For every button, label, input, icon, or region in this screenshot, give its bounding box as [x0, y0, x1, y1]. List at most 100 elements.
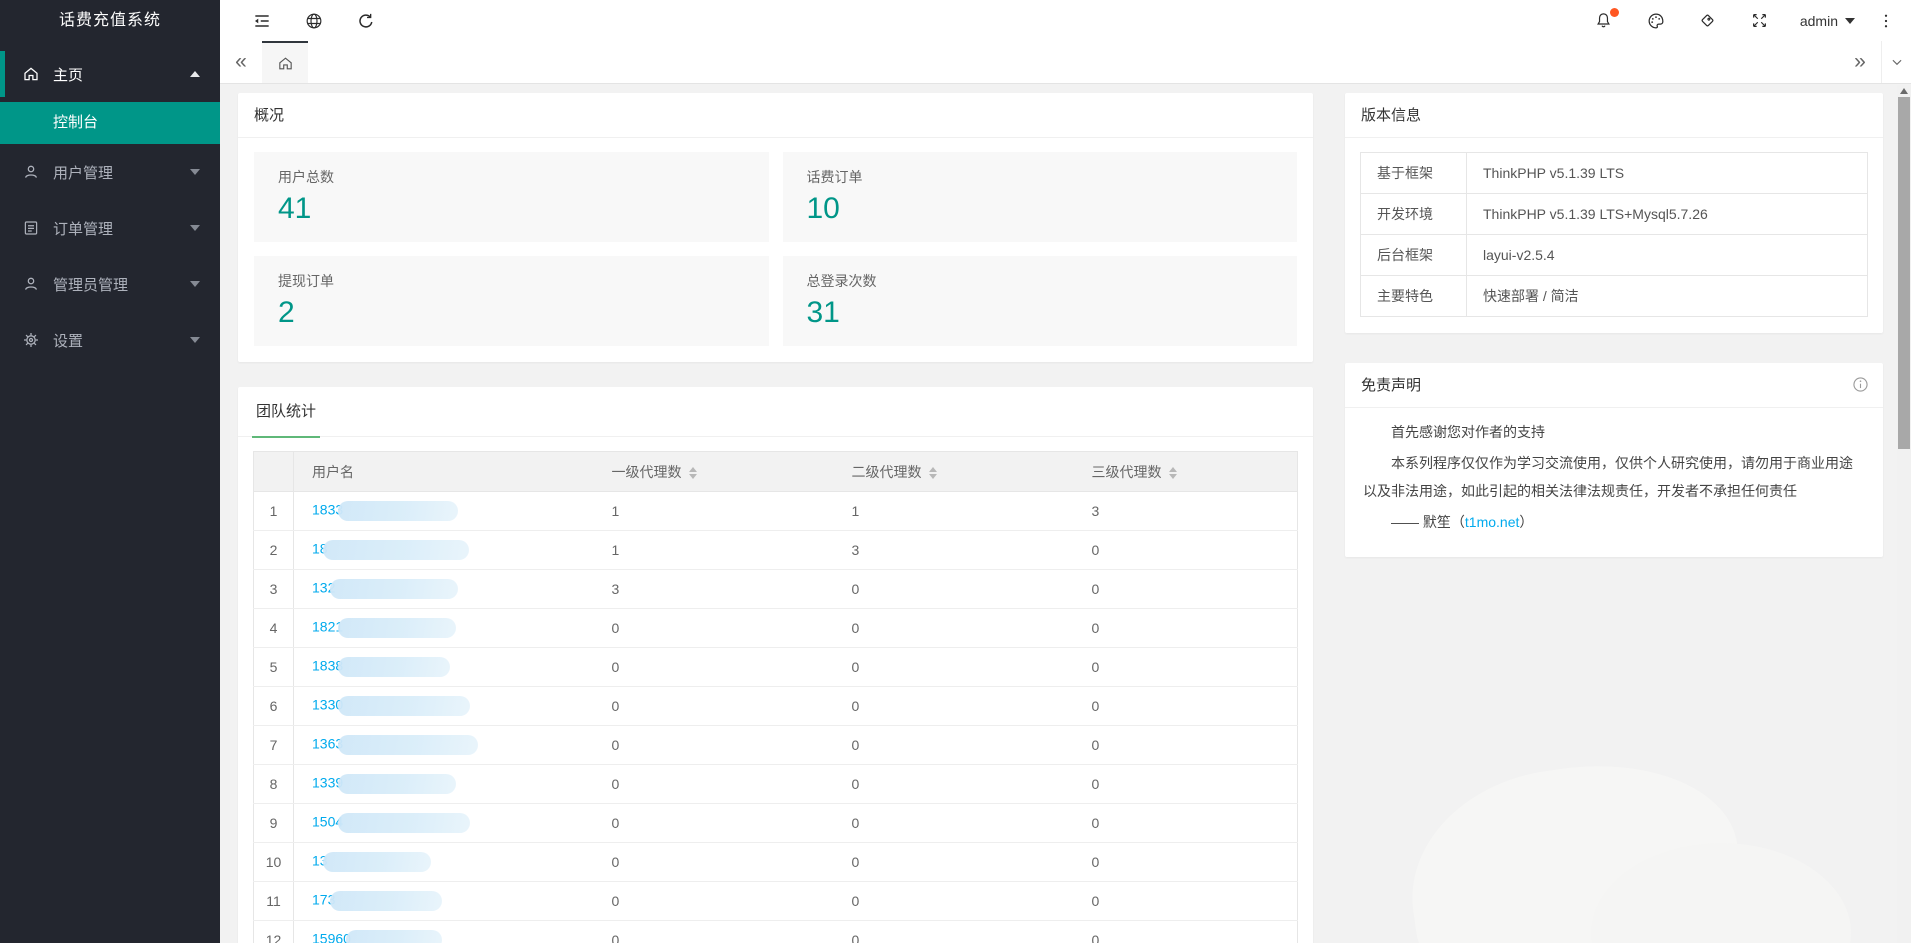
author-site-link[interactable]: t1mo.net: [1464, 514, 1520, 531]
team-table-row: 4 1821 0 0 0: [253, 608, 1298, 648]
username-link[interactable]: 173: [312, 891, 336, 908]
level3-agent-count: 0: [1073, 647, 1298, 687]
user-menu[interactable]: admin: [1786, 0, 1869, 41]
level1-agent-count: 0: [593, 920, 834, 943]
username-cell: 18: [293, 530, 594, 570]
username-cell: 15960: [293, 920, 594, 943]
tabbar-right-controls: »: [1839, 41, 1911, 83]
username-link[interactable]: 1363: [312, 735, 344, 752]
info-icon[interactable]: [1851, 375, 1870, 394]
kebab-menu-icon[interactable]: [1869, 0, 1903, 41]
sort-icon[interactable]: [1168, 466, 1177, 479]
row-index: 11: [253, 881, 294, 921]
sidebar: 话费充值系统 主页 控制台 用户管理 订单管理: [0, 0, 220, 943]
window-scrollbar[interactable]: [1897, 85, 1911, 943]
palette-icon[interactable]: [1630, 0, 1682, 41]
username-link[interactable]: 15960: [312, 930, 351, 943]
level2-agent-count: 0: [833, 803, 1074, 843]
sidebar-item-order-management[interactable]: 订单管理: [0, 200, 220, 256]
sidebar-item-admin-management[interactable]: 管理员管理: [0, 256, 220, 312]
tab-team-stats[interactable]: 团队统计: [251, 387, 321, 438]
disclaimer-card: 免责声明 首先感谢您对作者的支持 本系列程序仅仅作为学习交流使用，仅供个人研究使…: [1345, 363, 1883, 557]
disclaimer-body: 首先感谢您对作者的支持 本系列程序仅仅作为学习交流使用，仅供个人研究使用，请勿用…: [1345, 408, 1883, 557]
username-link[interactable]: 1339: [312, 774, 344, 791]
refresh-icon[interactable]: [340, 0, 392, 41]
redaction-overlay: [345, 930, 442, 943]
stat-label: 提现订单: [278, 273, 334, 289]
username-cell: 1339: [293, 764, 594, 804]
chevron-down-icon: [190, 281, 200, 287]
team-stats-card: 团队统计 用户名 一级代理数 二级代理数 三级代理数: [238, 387, 1313, 943]
row-index: 9: [253, 803, 294, 843]
collapse-menu-icon[interactable]: [236, 0, 288, 41]
scrollbar-up-arrow[interactable]: [1900, 88, 1908, 94]
tabbar: « »: [220, 41, 1911, 84]
username-link[interactable]: 1504: [312, 813, 344, 830]
redaction-overlay: [338, 735, 479, 755]
sidebar-item-user-management[interactable]: 用户管理: [0, 144, 220, 200]
username-label: admin: [1799, 12, 1838, 29]
team-table-wrap: 用户名 一级代理数 二级代理数 三级代理数 1 1833 1 1 3 2 18 1 3 0 3 132…: [238, 437, 1313, 943]
row-index: 10: [253, 842, 294, 882]
disclaimer-thanks: 首先感谢您对作者的支持: [1391, 424, 1545, 440]
sort-icon[interactable]: [688, 466, 697, 479]
level2-agent-count: 0: [833, 569, 1074, 609]
sidebar-item-label: 设置: [53, 332, 84, 350]
username-link[interactable]: 1838: [312, 657, 344, 674]
sidebar-item-settings[interactable]: 设置: [0, 312, 220, 368]
level3-agent-count: 0: [1073, 881, 1298, 921]
topbar-right-icons: admin: [1578, 0, 1911, 41]
username-link[interactable]: 1821: [312, 618, 344, 635]
redaction-overlay: [338, 696, 471, 716]
tab-home[interactable]: [262, 41, 308, 83]
sidebar-item-label: 管理员管理: [53, 276, 129, 294]
username-link[interactable]: 1330: [312, 696, 344, 713]
team-table-row: 8 1339 0 0 0: [253, 764, 1298, 804]
column-header-level2-agents: 二级代理数: [833, 451, 1074, 492]
order-icon: [22, 219, 40, 237]
level2-agent-count: 0: [833, 608, 1074, 648]
level3-agent-count: 0: [1073, 803, 1298, 843]
level1-agent-count: 0: [593, 842, 834, 882]
tabs-dropdown-button[interactable]: [1881, 41, 1911, 83]
disclaimer-card-title: 免责声明: [1361, 377, 1422, 394]
username-link[interactable]: 132: [312, 579, 336, 596]
tabs-scroll-right-button[interactable]: »: [1854, 50, 1866, 73]
sidebar-item-home[interactable]: 主页: [0, 46, 220, 102]
sidebar-item-label: 主页: [53, 66, 84, 84]
level3-agent-count: 0: [1073, 569, 1298, 609]
topbar-left-icons: [220, 0, 392, 41]
tag-icon[interactable]: [1682, 0, 1734, 41]
content: 概况 用户总数 41 话费订单 10 提现订单 2 总登录次: [220, 84, 1911, 943]
version-key: 基于框架: [1360, 152, 1467, 194]
tabs-scroll-left-button[interactable]: «: [235, 50, 247, 73]
row-index: 12: [253, 920, 294, 943]
username-link[interactable]: 1833: [312, 501, 344, 518]
fullscreen-icon[interactable]: [1734, 0, 1786, 41]
disclaimer-signature: —— 默笙（t1mo.net）: [1391, 514, 1534, 531]
sort-icon[interactable]: [928, 466, 937, 479]
chevron-down-icon: [1892, 59, 1901, 66]
stat-label: 用户总数: [278, 169, 334, 185]
scrollbar-thumb[interactable]: [1898, 97, 1910, 449]
team-table-row: 12 15960 0 0 0: [253, 920, 1298, 943]
column-header-level3-agents: 三级代理数: [1073, 451, 1298, 492]
version-row: 主要特色 快速部署 / 简洁: [1360, 275, 1868, 317]
sidebar-item-console[interactable]: 控制台: [0, 102, 220, 144]
row-index: 2: [253, 530, 294, 570]
team-table-row: 5 1838 0 0 0: [253, 647, 1298, 687]
globe-icon[interactable]: [288, 0, 340, 41]
overview-card-title: 概况: [238, 93, 1313, 138]
username-cell: 1838: [293, 647, 594, 687]
team-table-row: 1 1833 1 1 3: [253, 491, 1298, 531]
stat-value: 31: [806, 296, 840, 329]
version-key: 主要特色: [1360, 275, 1467, 317]
bell-icon[interactable]: [1578, 0, 1630, 41]
team-table-row: 7 1363 0 0 0: [253, 725, 1298, 765]
stat-total-logins: 总登录次数 31: [782, 256, 1297, 346]
level1-agent-count: 0: [593, 686, 834, 726]
row-index: 5: [253, 647, 294, 687]
row-index: 1: [253, 491, 294, 531]
version-value: ThinkPHP v5.1.39 LTS+Mysql5.7.26: [1466, 193, 1868, 235]
username-cell: 1821: [293, 608, 594, 648]
